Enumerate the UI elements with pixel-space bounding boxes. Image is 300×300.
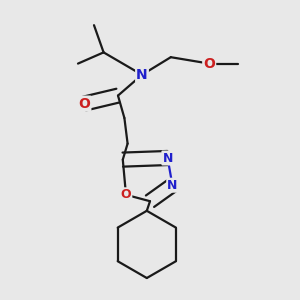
Text: O: O xyxy=(79,97,90,111)
Text: N: N xyxy=(136,68,148,82)
Text: O: O xyxy=(203,57,215,70)
Text: O: O xyxy=(121,188,131,201)
Text: N: N xyxy=(167,179,178,192)
Text: N: N xyxy=(162,152,173,164)
